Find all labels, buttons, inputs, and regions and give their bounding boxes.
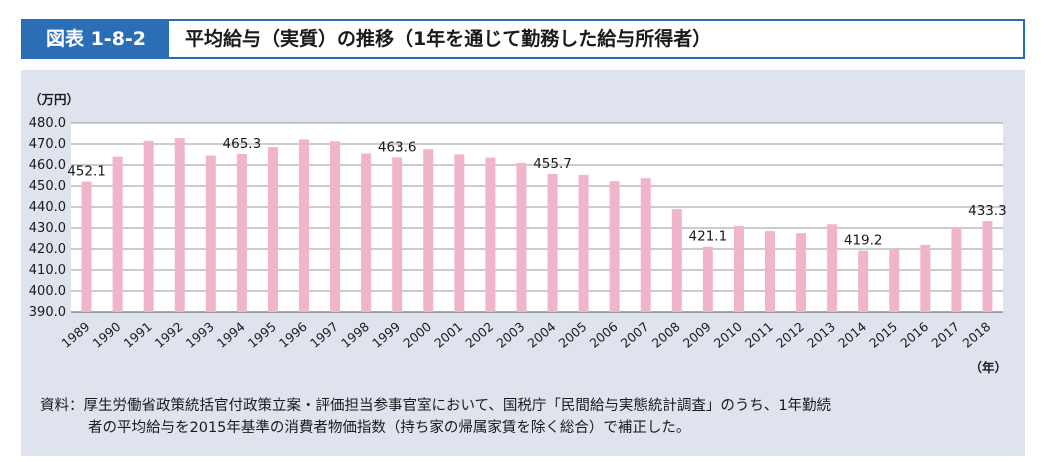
y-tick-label: 460.0 <box>29 158 66 173</box>
y-tick-label: 440.0 <box>29 200 66 215</box>
chart-title: 平均給与（実質）の推移（1年を通じて勤務した給与所得者） <box>185 28 712 50</box>
y-tick-label: 450.0 <box>29 179 66 194</box>
figure-label: 図表 1-8-2 <box>23 21 169 57</box>
bar <box>361 153 372 312</box>
bar <box>267 147 278 312</box>
source-line-2: 者の平均給与を2015年基準の消費者物価指数（持ち家の帰属家賃を除く総合）で補正… <box>88 420 691 436</box>
bar <box>827 224 838 312</box>
data-label: 433.3 <box>968 203 1007 219</box>
data-label: 419.2 <box>844 233 883 249</box>
x-unit-label: （年） <box>969 360 1007 375</box>
bar <box>299 139 309 312</box>
x-tick-label: 2015 <box>866 319 900 351</box>
bar <box>578 174 589 312</box>
bar <box>640 178 651 312</box>
data-label: 465.3 <box>223 136 262 152</box>
bar <box>174 138 185 312</box>
bar <box>454 154 465 312</box>
x-tick-label: 2001 <box>431 319 465 351</box>
bar <box>330 141 341 312</box>
data-label: 463.6 <box>378 139 417 155</box>
bar <box>920 244 931 312</box>
source-note: 資料：厚生労働省政策統括官付政策立案・評価担当参事官室において、国税庁「民間給与… <box>40 395 1005 439</box>
x-tick-label: 2014 <box>835 319 869 351</box>
x-tick-label: 2002 <box>462 319 496 351</box>
bar <box>796 233 807 312</box>
title-bar: 図表 1-8-2 平均給与（実質）の推移（1年を通じて勤務した給与所得者） <box>21 19 1025 59</box>
x-tick-label: 1989 <box>58 319 92 351</box>
x-tick-label: 2012 <box>773 319 807 351</box>
x-tick-label: 2005 <box>556 319 590 351</box>
bar <box>671 209 682 312</box>
y-tick-label: 430.0 <box>29 221 66 236</box>
bar <box>112 156 123 312</box>
bar <box>205 155 216 312</box>
y-unit-label: （万円） <box>29 92 79 107</box>
x-tick-label: 2009 <box>680 319 714 351</box>
x-tick-label: 1993 <box>183 319 217 351</box>
x-tick-label: 1996 <box>276 319 310 351</box>
y-tick-label: 480.0 <box>29 116 66 131</box>
x-tick-label: 1994 <box>214 319 248 351</box>
x-tick-label: 2004 <box>524 319 558 351</box>
bar <box>889 249 900 312</box>
source-line-1: 資料：厚生労働省政策統括官付政策立案・評価担当参事官室において、国税庁「民間給与… <box>40 398 832 414</box>
x-tick-label: 1999 <box>369 319 403 351</box>
bar-chart: 390.0 400.0 410.0 420.0 430.0 440.0 450.0 460.0… <box>29 92 1007 375</box>
y-tick-label: 390.0 <box>29 305 66 320</box>
x-tick-label: 2006 <box>587 319 621 351</box>
x-tick-label: 2010 <box>711 319 745 351</box>
y-tick-label: 420.0 <box>29 242 66 257</box>
x-tick-label: 1998 <box>338 319 372 351</box>
bar <box>982 221 993 312</box>
x-tick-label: 2000 <box>400 319 434 351</box>
x-tick-label: 1995 <box>245 319 279 351</box>
chart-panel: 390.0 400.0 410.0 420.0 430.0 440.0 450.0 460.0… <box>21 70 1025 456</box>
x-tick-label: 2008 <box>649 319 683 351</box>
x-tick-label: 2018 <box>959 319 993 351</box>
x-tick-label: 1990 <box>90 319 124 351</box>
y-tick-label: 410.0 <box>29 263 66 278</box>
data-label: 455.7 <box>533 156 572 172</box>
x-tick-label: 2007 <box>618 319 652 351</box>
bar <box>858 250 869 312</box>
bar <box>516 162 527 312</box>
bar <box>392 157 403 312</box>
bar <box>951 228 962 312</box>
data-label: 421.1 <box>689 229 728 245</box>
plot-area <box>71 123 1003 312</box>
bar <box>81 181 92 312</box>
x-tick-label: 1992 <box>152 319 186 351</box>
bar <box>702 246 713 312</box>
bar <box>236 153 247 312</box>
bar <box>609 181 620 312</box>
bar <box>547 174 558 312</box>
x-tick-label: 2013 <box>804 319 838 351</box>
bar <box>423 149 434 312</box>
bar <box>485 157 496 312</box>
x-tick-label: 2011 <box>742 319 776 351</box>
x-tick-label: 2003 <box>493 319 527 351</box>
x-tick-label: 2016 <box>897 319 931 351</box>
y-tick-label: 400.0 <box>29 284 66 299</box>
data-label: 452.1 <box>67 164 106 180</box>
bar <box>733 225 744 312</box>
x-tick-label: 2017 <box>928 319 962 351</box>
x-tick-label: 1991 <box>121 319 155 351</box>
x-tick-label: 1997 <box>307 319 341 351</box>
bar <box>765 231 775 312</box>
y-tick-label: 470.0 <box>29 137 66 152</box>
bar <box>143 140 154 312</box>
